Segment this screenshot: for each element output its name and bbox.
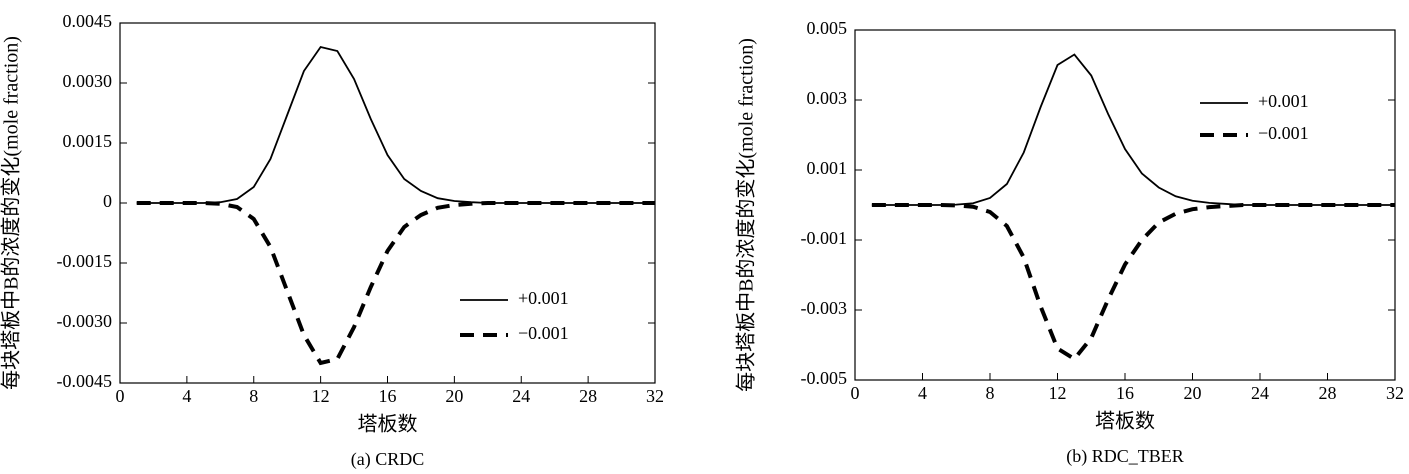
x-tick-label: 16: [1116, 383, 1134, 403]
y-tick-label: 0.0015: [63, 131, 113, 151]
caption: (a) CRDC: [351, 449, 425, 470]
y-tick-label: 0.0030: [63, 71, 113, 91]
x-tick-label: 12: [312, 386, 330, 406]
y-tick-label: -0.0030: [57, 311, 113, 331]
legend-label: −0.001: [1258, 123, 1309, 143]
series-line: [871, 203, 1395, 362]
x-axis-label: 塔板数: [358, 413, 418, 436]
x-axis-label: 塔板数: [1095, 410, 1155, 433]
series-line: [871, 53, 1395, 206]
x-tick-label: 28: [1319, 383, 1337, 403]
x-tick-label: 20: [445, 386, 463, 406]
x-tick-label: 24: [1251, 383, 1269, 403]
x-tick-label: 8: [986, 383, 995, 403]
y-tick-label: -0.005: [801, 368, 848, 388]
legend-label: +0.001: [1258, 91, 1309, 111]
y-axis-label: 每块塔板中B的浓度的变化(mole fraction): [0, 36, 23, 390]
caption: (b) RDC_TBER: [1066, 446, 1184, 467]
x-tick-label: 32: [1386, 383, 1404, 403]
x-tick-label: 0: [851, 383, 860, 403]
y-tick-label: 0.005: [807, 18, 848, 38]
y-tick-label: -0.001: [801, 228, 848, 248]
x-tick-label: 12: [1049, 383, 1067, 403]
y-tick-label: 0.003: [807, 88, 848, 108]
x-tick-label: 20: [1184, 383, 1202, 403]
x-tick-label: 28: [579, 386, 597, 406]
y-tick-label: -0.0015: [57, 251, 113, 271]
legend-label: +0.001: [518, 288, 569, 308]
y-axis-label: 每块塔板中B的浓度的变化(mole fraction): [735, 38, 758, 392]
x-tick-label: 4: [918, 383, 927, 403]
series-line: [136, 201, 655, 366]
y-tick-label: -0.003: [801, 298, 848, 318]
y-tick-label: 0: [103, 191, 112, 211]
x-tick-label: 0: [116, 386, 125, 406]
x-tick-label: 4: [182, 386, 191, 406]
x-tick-label: 24: [512, 386, 530, 406]
x-tick-label: 16: [379, 386, 397, 406]
series-line: [136, 45, 655, 204]
x-tick-label: 32: [646, 386, 664, 406]
legend-label: −0.001: [518, 323, 569, 343]
y-tick-label: 0.0045: [63, 11, 113, 31]
y-tick-label: -0.0045: [57, 371, 113, 391]
y-tick-label: 0.001: [807, 158, 848, 178]
x-tick-label: 8: [249, 386, 258, 406]
